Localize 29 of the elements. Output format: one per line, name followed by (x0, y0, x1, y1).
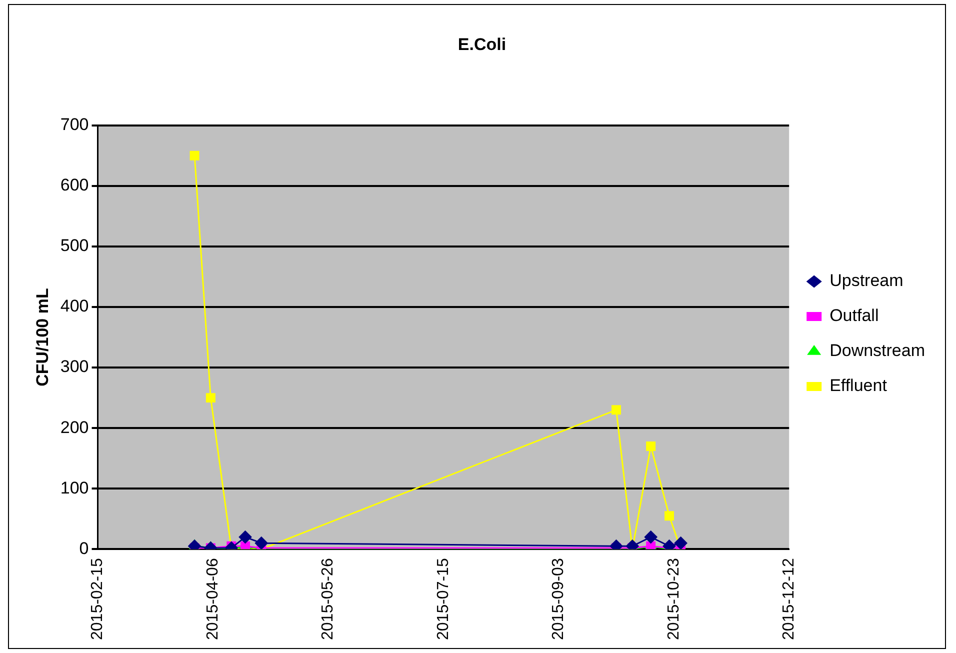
legend-label: Upstream (830, 271, 904, 290)
x-tick-label: 2015-05-26 (320, 558, 337, 640)
point (674, 536, 688, 550)
y-tick-label: 600 (60, 176, 89, 195)
point (646, 442, 656, 451)
y-tick-label: 300 (60, 357, 89, 376)
y-axis-title: CFU/100 mL (32, 288, 52, 386)
x-tick-label: 2015-04-06 (204, 558, 222, 640)
y-tick-label: 200 (60, 418, 89, 437)
point (612, 405, 621, 415)
y-tick-label: 700 (60, 115, 89, 134)
y-tick-label: 0 (79, 538, 89, 558)
point (644, 530, 658, 544)
point (206, 393, 216, 403)
legend-label: Downstream (830, 341, 926, 360)
legend-label: Outfall (830, 306, 879, 326)
x-tick-label: 2015-12-12 (780, 558, 798, 640)
x-tick-label: 2015-09-03 (550, 558, 568, 640)
y-tick-label: 400 (60, 296, 89, 316)
y-tick-label: 100 (60, 478, 89, 498)
y-tick-label: 500 (60, 236, 89, 256)
legend-label: Effluent (830, 376, 888, 396)
point (664, 511, 674, 521)
chart-title: E.Coli (458, 34, 506, 54)
point (238, 530, 252, 544)
x-tick-label: 2015-07-15 (434, 558, 452, 640)
x-tick-label: 2015-02-15 (89, 558, 106, 640)
point (254, 536, 268, 550)
x-tick-label: 2015-10-23 (665, 558, 682, 640)
